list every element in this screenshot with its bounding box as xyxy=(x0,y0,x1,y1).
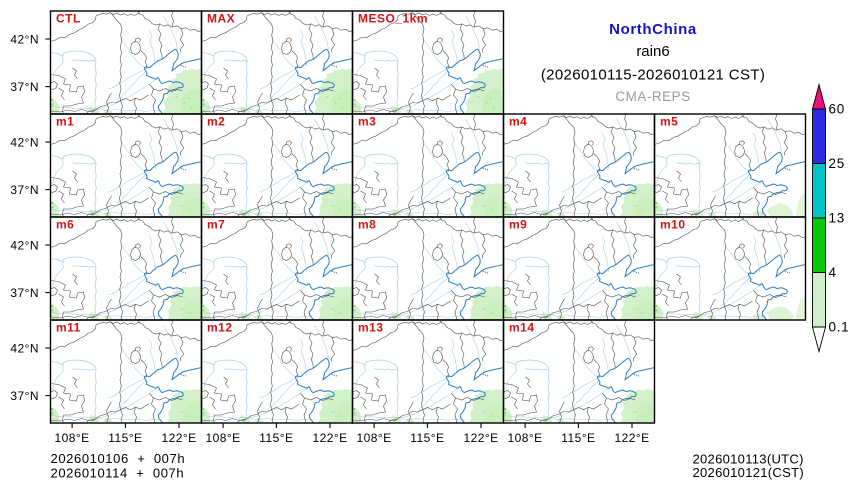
svg-text:0.1: 0.1 xyxy=(829,319,850,334)
svg-text:(2026010115-2026010121 CST): (2026010115-2026010121 CST) xyxy=(541,67,765,84)
svg-text:m6: m6 xyxy=(56,218,74,232)
svg-text:m13: m13 xyxy=(358,321,384,335)
svg-text:42°N: 42°N xyxy=(10,341,39,355)
svg-text:NorthChina: NorthChina xyxy=(609,21,697,38)
svg-text:37°N: 37°N xyxy=(10,286,39,300)
svg-text:m10: m10 xyxy=(660,218,686,232)
svg-text:108°E: 108°E xyxy=(206,431,241,445)
svg-text:m7: m7 xyxy=(207,218,225,232)
svg-text:37°N: 37°N xyxy=(10,389,39,403)
svg-text:m1: m1 xyxy=(56,115,74,129)
svg-text:37°N: 37°N xyxy=(10,80,39,94)
svg-text:4: 4 xyxy=(829,265,837,280)
svg-text:2026010113(UTC): 2026010113(UTC) xyxy=(693,451,804,466)
svg-text:m2: m2 xyxy=(207,115,225,129)
svg-text:2026010114 + 007h: 2026010114 + 007h xyxy=(51,465,185,480)
svg-text:m8: m8 xyxy=(358,218,376,232)
svg-text:42°N: 42°N xyxy=(10,238,39,252)
svg-text:115°E: 115°E xyxy=(561,431,595,445)
svg-text:m3: m3 xyxy=(358,115,376,129)
svg-text:108°E: 108°E xyxy=(55,431,90,445)
svg-text:MESO_1km: MESO_1km xyxy=(358,12,428,26)
svg-text:122°E: 122°E xyxy=(312,431,347,445)
svg-text:m12: m12 xyxy=(207,321,233,335)
svg-text:m9: m9 xyxy=(509,218,527,232)
svg-text:37°N: 37°N xyxy=(10,183,39,197)
svg-text:108°E: 108°E xyxy=(357,431,392,445)
svg-text:CTL: CTL xyxy=(56,12,81,26)
svg-text:42°N: 42°N xyxy=(10,135,39,149)
svg-text:2026010121(CST): 2026010121(CST) xyxy=(693,465,804,480)
svg-text:rain6: rain6 xyxy=(636,43,669,60)
svg-text:MAX: MAX xyxy=(207,12,235,26)
svg-text:60: 60 xyxy=(829,101,845,116)
svg-text:42°N: 42°N xyxy=(10,32,39,46)
svg-text:CMA-REPS: CMA-REPS xyxy=(615,89,690,104)
svg-text:13: 13 xyxy=(829,210,845,225)
svg-text:m11: m11 xyxy=(56,321,81,335)
svg-text:25: 25 xyxy=(829,156,845,171)
svg-text:122°E: 122°E xyxy=(614,431,649,445)
svg-text:122°E: 122°E xyxy=(463,431,498,445)
svg-text:108°E: 108°E xyxy=(508,431,543,445)
svg-text:m5: m5 xyxy=(660,115,678,129)
svg-text:115°E: 115°E xyxy=(259,431,293,445)
svg-text:115°E: 115°E xyxy=(108,431,142,445)
svg-text:m14: m14 xyxy=(509,321,535,335)
svg-text:m4: m4 xyxy=(509,115,527,129)
svg-text:2026010106 + 007h: 2026010106 + 007h xyxy=(51,451,186,466)
svg-text:122°E: 122°E xyxy=(161,431,196,445)
svg-text:115°E: 115°E xyxy=(410,431,444,445)
